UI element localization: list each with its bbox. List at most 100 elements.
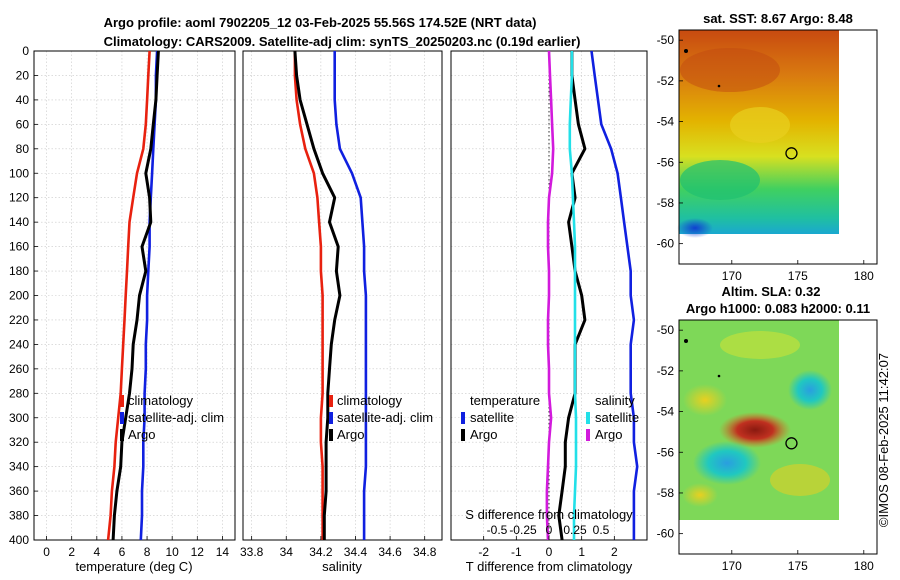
sst-warm-patch	[730, 107, 790, 143]
s-tick-label: -0.5	[487, 523, 508, 537]
map-y-tick-label: -58	[657, 196, 675, 210]
y-tick-label: 280	[9, 386, 29, 400]
map-x-tick-label: 170	[722, 269, 742, 283]
imos-watermark: ©IMOS 08-Feb-2025 11:42:07	[876, 353, 891, 527]
sla-yellow-patch	[720, 331, 800, 359]
salinity-grid	[243, 50, 442, 541]
map-y-tick-label: -50	[657, 323, 675, 337]
sst-map-ticks: 170 175 180 -50 -52 -54 -56 -58 -60	[657, 33, 874, 283]
sst-orange-patch	[680, 48, 780, 92]
temperature-axes-frame	[33, 50, 236, 541]
t-difference-label: T difference from climatology	[466, 559, 633, 574]
legend-sal-argo-label: Argo	[595, 427, 622, 442]
y-tick-label: 140	[9, 215, 29, 229]
s-difference-label: S difference from climatology	[465, 507, 633, 522]
map-y-tick-label: -56	[657, 155, 675, 169]
difference-legend-temperature: temperature satellite Argo	[461, 393, 540, 442]
legend-climatology-swatch	[329, 395, 333, 407]
x-tick-label: 14	[216, 545, 230, 559]
sla-map-title: Altim. SLA: 0.32	[722, 284, 821, 299]
temperature-x-ticks: 0 2 4 6 8 10 12 14	[43, 536, 229, 559]
temperature-y-ticks: 0 20 40 60 80 100 120 140 160 180 200 220 240 260 280 3…	[9, 44, 38, 547]
y-tick-label: 120	[9, 191, 29, 205]
x-tick-label: 2	[68, 545, 75, 559]
series-line-argo	[293, 50, 342, 540]
legend-sal-satellite-swatch	[586, 412, 590, 424]
series-line-salinity-argo	[545, 50, 555, 541]
map-y-tick-label: -60	[657, 237, 675, 251]
map-x-tick-label: 170	[722, 559, 742, 573]
sst-map-title: sat. SST: 8.67 Argo: 8.48	[703, 11, 853, 26]
legend-argo-label: Argo	[337, 427, 364, 442]
sla-red-eddy	[719, 412, 791, 448]
y-tick-label: 220	[9, 313, 29, 327]
s-tick-label: 0.25	[563, 523, 587, 537]
x-tick-label: 34.8	[413, 545, 437, 559]
legend-satellite-swatch	[329, 412, 333, 424]
sst-map-panel: sat. SST: 8.67 Argo: 8.48 170 175 180 -50 -5…	[657, 11, 878, 283]
x-tick-label: 34.4	[344, 545, 368, 559]
s-tick-label: 0.5	[593, 523, 610, 537]
y-tick-label: 380	[9, 509, 29, 523]
sst-land-dot	[684, 49, 688, 53]
sla-map-ticks: 170 175 180 -50 -52 -54 -56 -58 -60	[657, 323, 874, 573]
temperature-legend: climatology satellite-adj. clim Argo	[120, 393, 224, 442]
legend-climatology-label: climatology	[337, 393, 403, 408]
x-tick-label: 12	[191, 545, 205, 559]
map-x-tick-label: 175	[788, 269, 808, 283]
series-line-climatology	[106, 50, 151, 541]
legend-temp-argo-swatch	[461, 429, 465, 441]
map-y-tick-label: -56	[657, 445, 675, 459]
salinity-panel: 33.8 34 34.2 34.4 34.6 34.8 salinity climatol…	[240, 50, 443, 574]
legend-satellite-swatch	[120, 412, 124, 424]
map-y-tick-label: -54	[657, 405, 675, 419]
legend-argo-swatch	[329, 429, 333, 441]
map-y-tick-label: -50	[657, 33, 675, 47]
legend-satellite-label: satellite-adj. clim	[337, 410, 433, 425]
y-tick-label: 60	[16, 117, 30, 131]
map-x-tick-label: 180	[854, 269, 874, 283]
x-tick-label: 1	[578, 545, 585, 559]
map-y-tick-label: -58	[657, 486, 675, 500]
salinity-series	[293, 50, 368, 540]
difference-s-ticks: -0.5 -0.25 0 0.25 0.5	[487, 523, 610, 537]
y-tick-label: 200	[9, 289, 29, 303]
salinity-x-label: salinity	[322, 559, 362, 574]
sla-land-dot	[684, 339, 688, 343]
series-line-temperature-argo	[557, 51, 587, 541]
salinity-x-ticks: 33.8 34 34.2 34.4 34.6 34.8	[240, 536, 437, 559]
sla-cold-eddy	[693, 441, 761, 485]
y-tick-label: 360	[9, 484, 29, 498]
difference-series	[545, 50, 639, 541]
sst-blue-patch	[677, 218, 713, 238]
x-tick-label: 8	[144, 545, 151, 559]
y-tick-label: 0	[22, 44, 29, 58]
legend-temp-satellite-label: satellite	[470, 410, 514, 425]
s-tick-label: 0	[546, 523, 553, 537]
y-tick-label: 320	[9, 435, 29, 449]
x-tick-label: 0	[43, 545, 50, 559]
temperature-x-label: temperature (deg C)	[75, 559, 192, 574]
y-tick-label: 20	[16, 68, 30, 82]
sla-map-panel: Altim. SLA: 0.32 Argo h1000: 0.083 h2000…	[657, 284, 878, 573]
sla-yellow-patch	[770, 464, 830, 496]
sst-float-marker	[785, 147, 798, 160]
legend-salinity-title: salinity	[595, 393, 635, 408]
y-tick-label: 160	[9, 240, 29, 254]
map-y-tick-label: -52	[657, 364, 675, 378]
legend-argo-label: Argo	[128, 427, 155, 442]
temperature-panel: 0 2 4 6 8 10 12 14 0 20 40 60 80 100 120 140 160 180 200 2…	[9, 44, 236, 574]
y-tick-label: 180	[9, 264, 29, 278]
sla-map-frame	[678, 319, 878, 555]
y-tick-label: 240	[9, 337, 29, 351]
x-tick-label: 4	[93, 545, 100, 559]
figure-title-line1: Argo profile: aoml 7902205_12 03-Feb-202…	[104, 15, 537, 30]
series-line-salinity-satellite	[568, 51, 578, 540]
legend-temp-satellite-swatch	[461, 412, 465, 424]
map-y-tick-label: -60	[657, 527, 675, 541]
map-y-tick-label: -54	[657, 115, 675, 129]
x-tick-label: 33.8	[240, 545, 264, 559]
salinity-axes-frame	[242, 50, 443, 541]
sla-yellow-blob	[682, 483, 718, 507]
